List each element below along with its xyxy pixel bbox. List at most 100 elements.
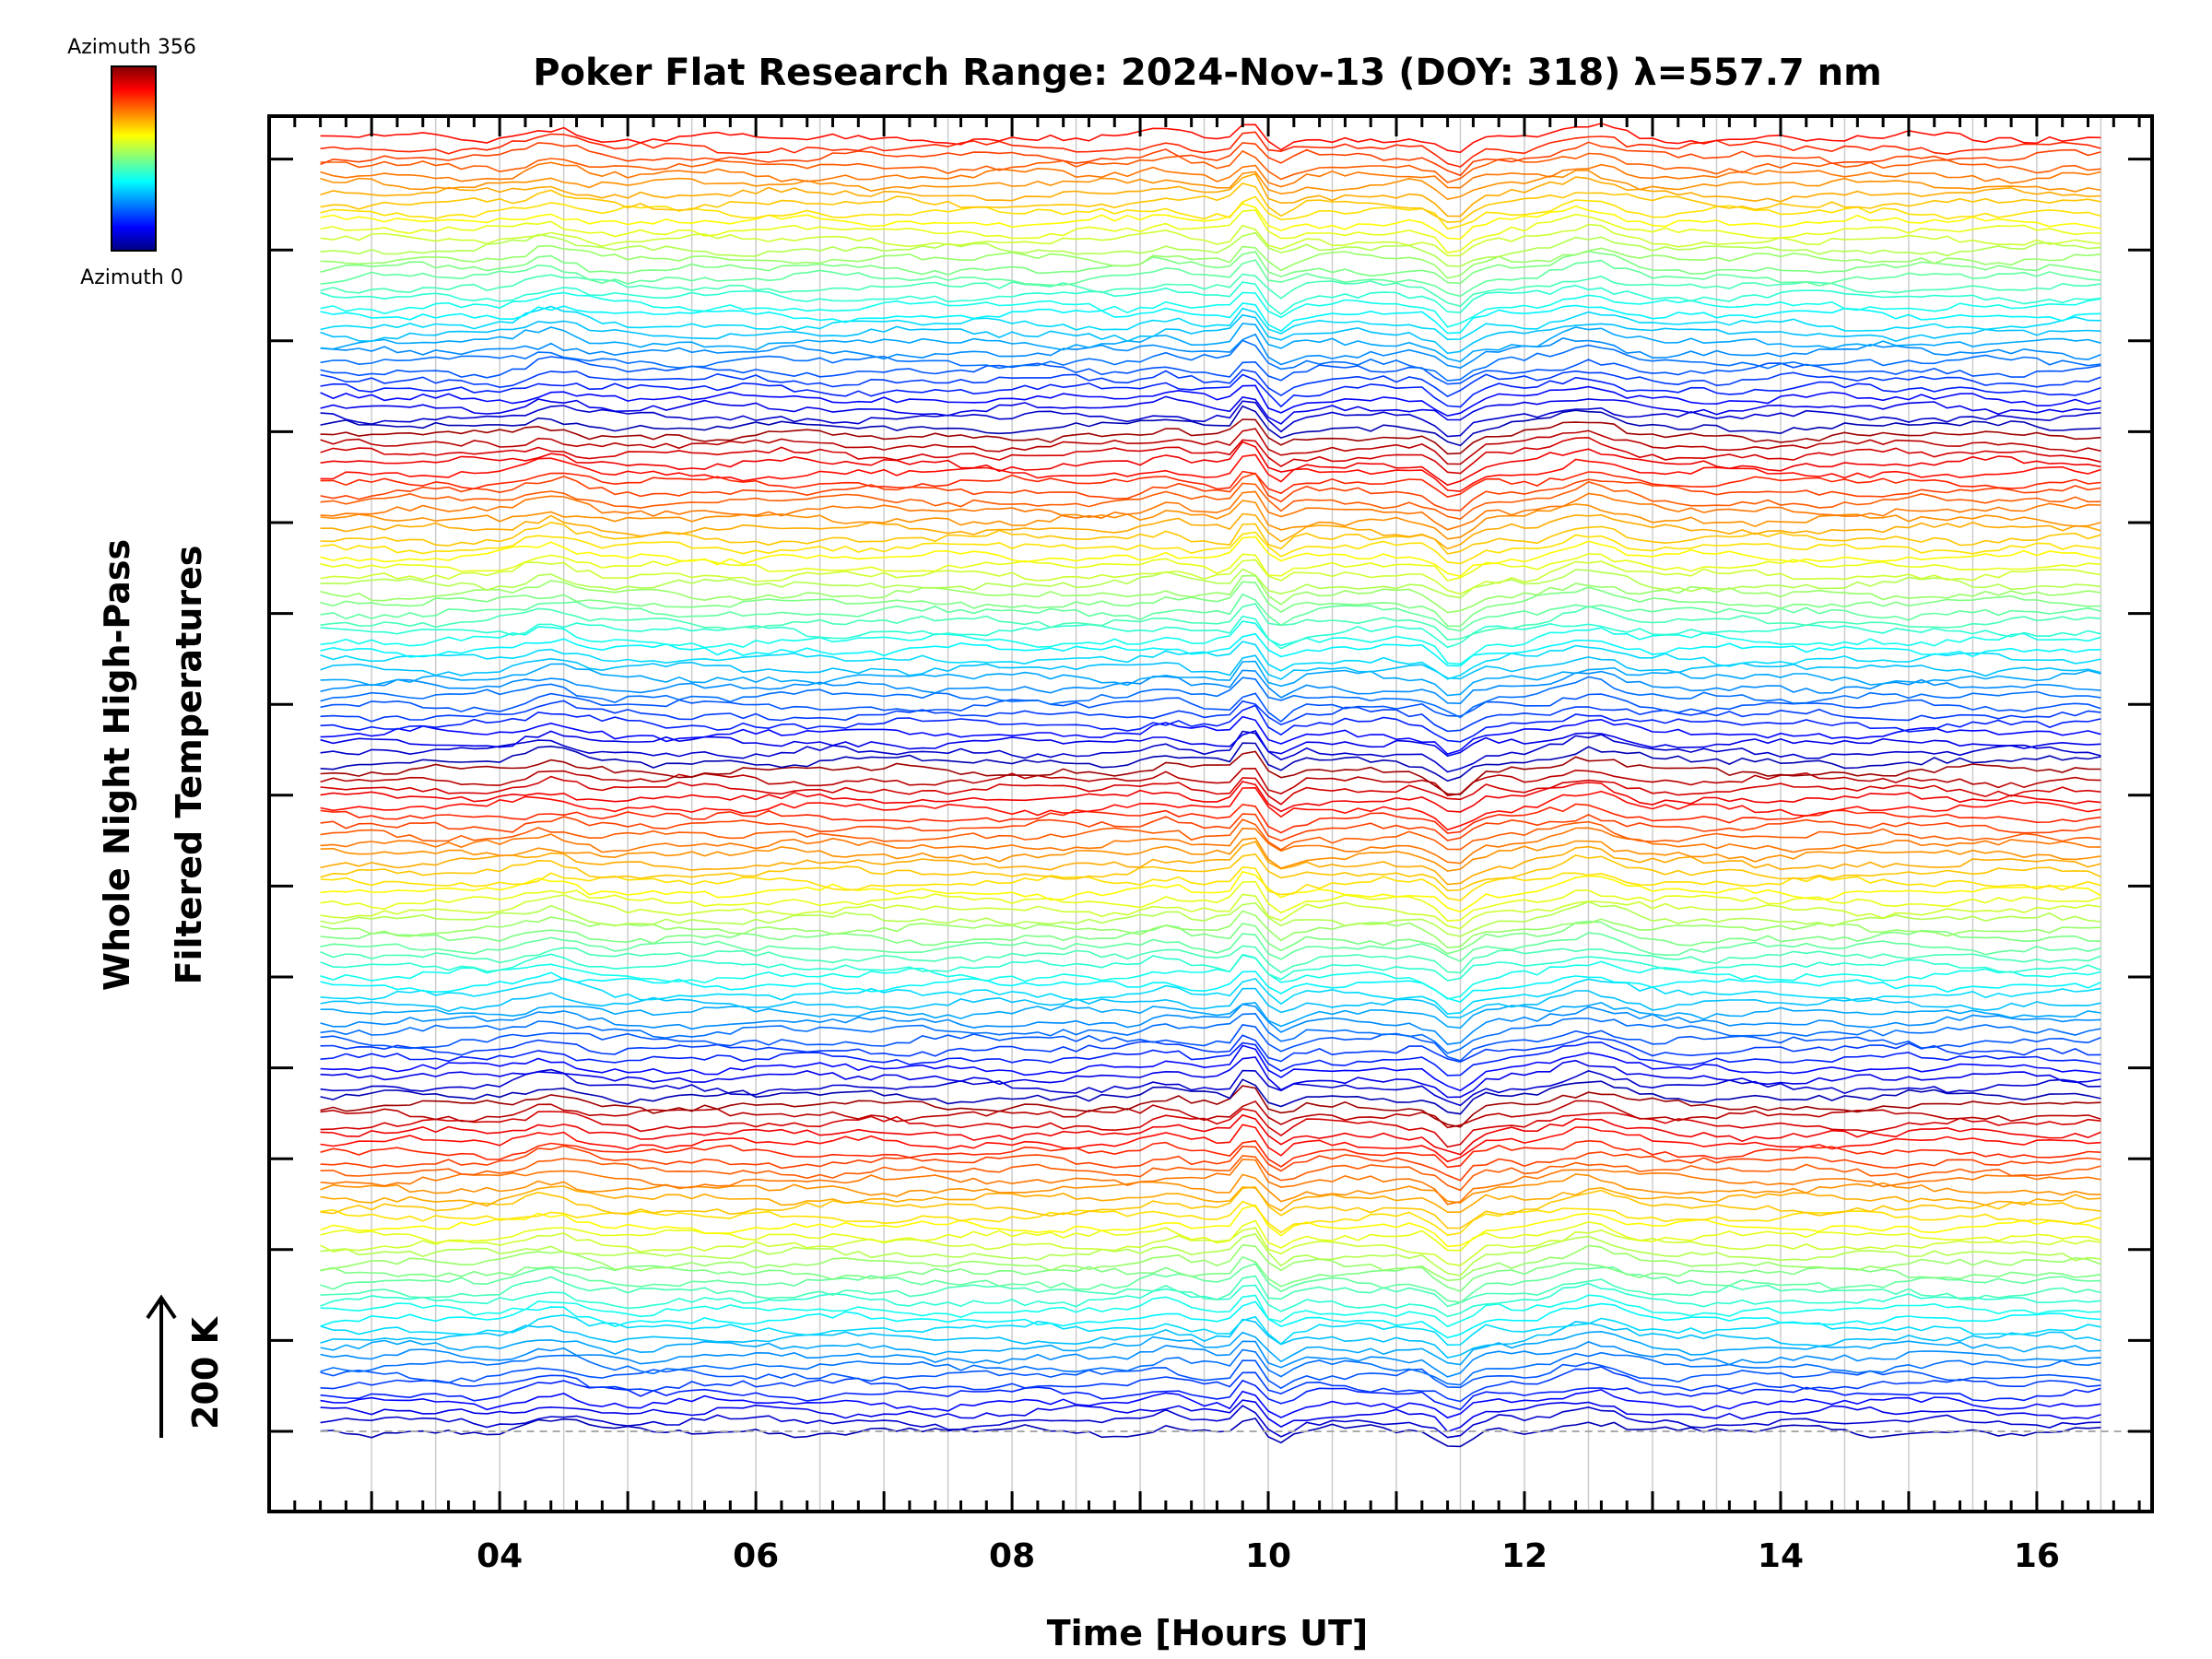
- series-line: [320, 893, 2101, 930]
- series-line: [320, 223, 2101, 257]
- x-axis-label: Time [Hours UT]: [1047, 1613, 1369, 1653]
- series-group: [320, 123, 2101, 1448]
- series-line: [320, 945, 2101, 974]
- series-line: [320, 500, 2101, 540]
- series-line: [320, 395, 2101, 425]
- series-line: [320, 441, 2101, 487]
- series-line: [320, 568, 2101, 599]
- axis-ticks: [269, 116, 2152, 1512]
- series-line: [320, 813, 2101, 841]
- series-line: [320, 244, 2101, 279]
- series-line: [320, 259, 2101, 298]
- series-line: [320, 1024, 2101, 1062]
- series-line: [320, 384, 2101, 418]
- series-line: [320, 1219, 2101, 1252]
- series-line: [320, 1282, 2101, 1318]
- series-line: [320, 531, 2101, 565]
- series-line: [320, 715, 2101, 756]
- scale-label: 200 K: [185, 1315, 226, 1430]
- series-line: [320, 1145, 2101, 1182]
- series-line: [320, 373, 2101, 408]
- series-line: [320, 1275, 2101, 1308]
- x-tick-label: 10: [1245, 1537, 1291, 1575]
- series-line: [320, 1185, 2101, 1213]
- series-line: [320, 1330, 2101, 1366]
- y-axis-label-line2: Filtered Temperatures: [169, 546, 209, 985]
- series-line: [320, 149, 2101, 183]
- series-line: [320, 574, 2101, 614]
- series-line: [320, 660, 2101, 697]
- x-tick-labels: 04 06 08 10 12 14 16: [477, 1537, 2060, 1575]
- series-line: [320, 302, 2101, 335]
- series-line: [320, 1379, 2101, 1411]
- series-line: [320, 1100, 2101, 1129]
- series-line: [320, 202, 2101, 241]
- scale-indicator: 200 K: [146, 1294, 226, 1438]
- series-line: [320, 870, 2101, 913]
- series-line: [320, 418, 2101, 455]
- series-line: [320, 1034, 2101, 1064]
- series-line: [320, 654, 2101, 680]
- series-line: [320, 1041, 2101, 1077]
- x-tick-label: 14: [1758, 1537, 1804, 1575]
- series-line: [320, 615, 2101, 650]
- x-tick-label: 04: [477, 1537, 523, 1575]
- series-line: [320, 704, 2101, 743]
- x-tick-label: 08: [989, 1537, 1035, 1575]
- series-line: [320, 436, 2101, 475]
- series-line: [320, 472, 2101, 512]
- series-line: [320, 581, 2101, 628]
- colorbar: Azimuth 356 Azimuth 0: [67, 36, 196, 289]
- series-line: [320, 700, 2101, 733]
- series-line: [320, 123, 2101, 154]
- colorbar-gradient: [111, 65, 157, 252]
- series-line: [320, 1232, 2101, 1277]
- series-line: [320, 1314, 2101, 1347]
- colorbar-bottom-label: Azimuth 0: [80, 266, 183, 289]
- series-line: [320, 1173, 2101, 1204]
- series-line: [320, 676, 2101, 719]
- series-line: [320, 841, 2101, 886]
- series-line: [320, 521, 2101, 555]
- colorbar-top-label: Azimuth 356: [67, 36, 196, 59]
- series-line: [320, 827, 2101, 865]
- series-line: [320, 333, 2101, 370]
- series-line: [320, 313, 2101, 355]
- series-line: [320, 786, 2101, 831]
- series-line: [320, 535, 2101, 578]
- series-line: [320, 593, 2101, 632]
- series-line: [320, 932, 2101, 963]
- series-line: [320, 1124, 2101, 1163]
- y-axis-label-line1: Whole Night High-Pass: [97, 539, 137, 991]
- x-tick-label: 12: [1501, 1537, 1547, 1575]
- series-line: [320, 131, 2101, 168]
- series-line: [320, 1348, 2101, 1386]
- series-line: [320, 231, 2101, 267]
- series-line: [320, 987, 2101, 1018]
- series-line: [320, 977, 2101, 1015]
- series-line: [320, 1389, 2101, 1419]
- series-line: [320, 730, 2101, 758]
- series-line: [320, 641, 2101, 680]
- series-line: [320, 900, 2101, 937]
- series-line: [320, 1159, 2101, 1206]
- series-line: [320, 1108, 2101, 1148]
- series-line: [320, 195, 2101, 230]
- series-line: [320, 1085, 2101, 1128]
- series-line: [320, 170, 2101, 201]
- series-line: [320, 603, 2101, 641]
- plot-frame: [267, 114, 2154, 1513]
- series-line: [320, 1002, 2101, 1030]
- series-line: [320, 953, 2101, 982]
- series-line: [320, 620, 2101, 665]
- x-tick-label: 06: [733, 1537, 779, 1575]
- series-line: [320, 750, 2101, 795]
- series-line: [320, 853, 2101, 892]
- series-line: [320, 1003, 2101, 1045]
- series-line: [320, 1263, 2101, 1304]
- series-line: [320, 1243, 2101, 1282]
- series-line: [320, 1186, 2101, 1230]
- series-line: [320, 470, 2101, 499]
- series-line: [320, 453, 2101, 492]
